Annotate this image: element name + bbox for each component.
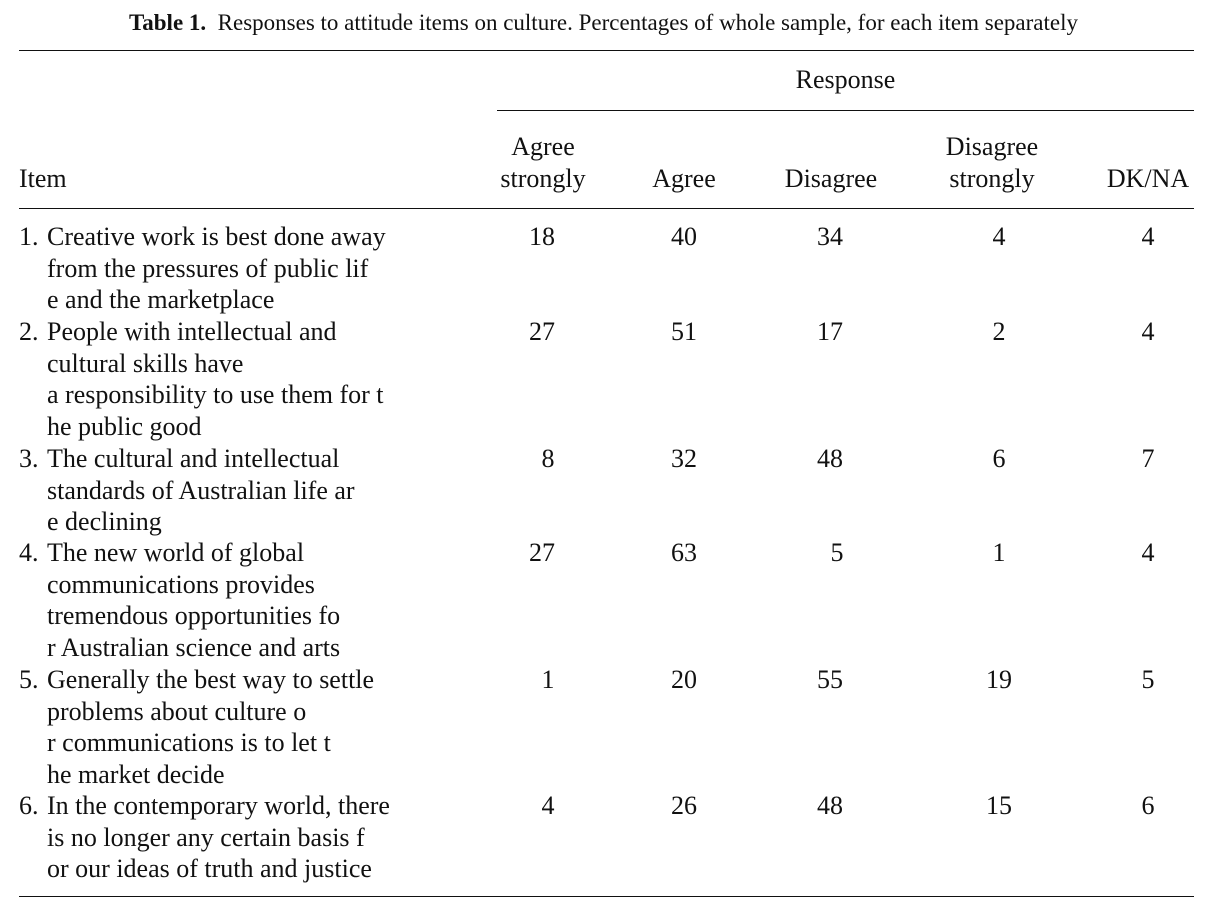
- response-spanner-head: Response: [795, 65, 896, 94]
- header-bottom-rule: [19, 208, 1194, 209]
- cell-agree: 51: [671, 317, 697, 346]
- bottom-rule: [19, 896, 1194, 897]
- cell-dk-na: 7: [1141, 444, 1155, 473]
- cell-dk-na: 5: [1141, 665, 1155, 694]
- cell-agree: 40: [671, 222, 697, 251]
- cell-agree-strongly: 18: [529, 222, 555, 251]
- cell-agree-strongly: 27: [529, 317, 555, 346]
- column-head-line1: Disagree: [945, 132, 1039, 161]
- cell-agree: 20: [671, 665, 697, 694]
- item-number: 1.: [19, 222, 39, 251]
- cell-dk-na: 4: [1141, 317, 1155, 346]
- cell-disagree-strongly: 1: [992, 538, 1006, 567]
- item-text: 4. The new world of global communications…: [19, 537, 459, 663]
- column-head-disagree-strongly: Disagree strongly: [938, 131, 1046, 195]
- column-head-agree-strongly: Agree strongly: [497, 131, 589, 195]
- cell-dk-na: 6: [1141, 791, 1155, 820]
- column-head-line2: Disagree: [784, 164, 878, 193]
- cell-agree-strongly: 27: [529, 538, 555, 567]
- cell-agree: 26: [671, 791, 697, 820]
- column-head-line2: strongly: [500, 164, 586, 193]
- cell-disagree-strongly: 19: [986, 665, 1012, 694]
- cell-dk-na: 4: [1141, 222, 1155, 251]
- item-statement: The new world of global communications pr…: [47, 538, 341, 662]
- cell-agree: 63: [671, 538, 697, 567]
- item-text: 2. People with intellectual and cultural …: [19, 316, 459, 442]
- column-head-line2: Agree: [652, 164, 716, 193]
- item-number: 6.: [19, 791, 39, 820]
- cell-disagree-strongly: 4: [992, 222, 1006, 251]
- cell-disagree-strongly: 15: [986, 791, 1012, 820]
- item-text: 5. Generally the best way to settle probl…: [19, 664, 459, 790]
- item-text: 1. Creative work is best done away from t…: [19, 221, 459, 316]
- item-statement: Generally the best way to settle problems…: [47, 665, 375, 789]
- item-text: 6. In the contemporary world, there is no…: [19, 790, 459, 885]
- caption-text: Responses to attitude items on culture. …: [217, 10, 1078, 35]
- item-number: 4.: [19, 538, 39, 567]
- cell-agree-strongly: 8: [541, 444, 555, 473]
- table-caption: Table 1. Responses to attitude items on …: [0, 8, 1207, 38]
- column-head-dk-na: DK/NA: [1102, 163, 1194, 195]
- caption-label: Table 1.: [129, 10, 207, 35]
- cell-agree-strongly: 1: [541, 665, 555, 694]
- item-statement: Creative work is best done away from the …: [47, 222, 386, 315]
- cell-disagree: 48: [817, 444, 843, 473]
- column-head-line1: Agree: [511, 132, 575, 161]
- cell-disagree-strongly: 2: [992, 317, 1006, 346]
- cell-disagree-strongly: 6: [992, 444, 1006, 473]
- cell-disagree: 55: [817, 665, 843, 694]
- response-spanner-rule: [497, 110, 1194, 111]
- column-head-line2: strongly: [949, 164, 1035, 193]
- cell-disagree: 5: [830, 538, 844, 567]
- item-column-head: Item: [19, 164, 67, 193]
- cell-agree: 32: [671, 444, 697, 473]
- item-number: 2.: [19, 317, 39, 346]
- item-statement: The cultural and intellectual standards o…: [47, 444, 355, 537]
- item-number: 3.: [19, 444, 39, 473]
- cell-disagree: 34: [817, 222, 843, 251]
- cell-disagree: 17: [817, 317, 843, 346]
- item-statement: People with intellectual and cultural ski…: [47, 317, 384, 441]
- cell-dk-na: 4: [1141, 538, 1155, 567]
- item-number: 5.: [19, 665, 39, 694]
- column-head-line2: DK/NA: [1106, 164, 1190, 193]
- top-rule: [19, 50, 1194, 51]
- column-head-agree: Agree: [646, 163, 722, 195]
- cell-disagree: 48: [817, 791, 843, 820]
- item-statement: In the contemporary world, there is no lo…: [47, 791, 390, 884]
- item-text: 3. The cultural and intellectual standard…: [19, 443, 459, 538]
- cell-agree-strongly: 4: [541, 791, 555, 820]
- column-head-disagree: Disagree: [777, 163, 885, 195]
